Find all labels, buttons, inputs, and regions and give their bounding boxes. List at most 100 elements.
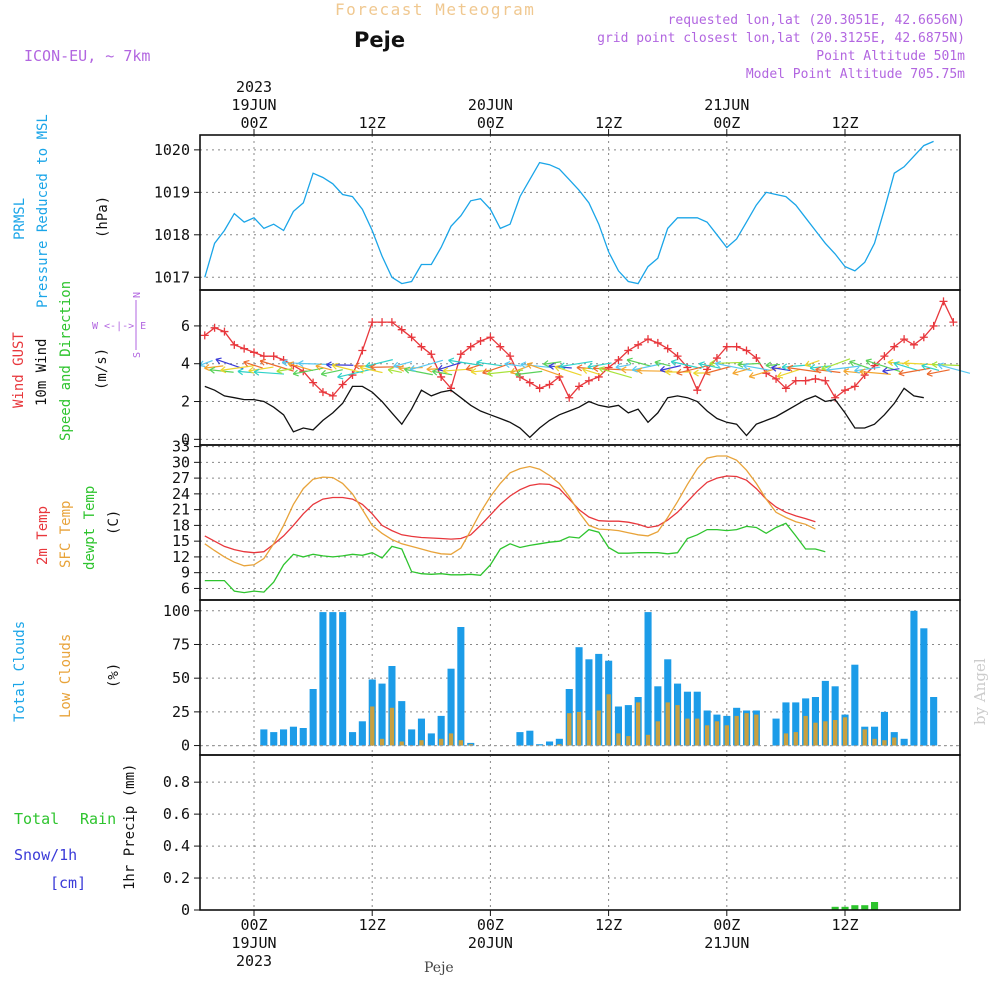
wind-arrow-shaft bbox=[671, 360, 702, 370]
wind-arrow bbox=[576, 364, 591, 372]
wind-arrow-shaft bbox=[882, 368, 900, 372]
wind-arrow bbox=[220, 365, 255, 374]
wind-arrow-head bbox=[809, 364, 816, 372]
top-date-label: 20JUN bbox=[468, 96, 513, 114]
wind-arrow-head bbox=[442, 367, 449, 375]
bar-total-clouds bbox=[536, 744, 544, 746]
wind-arrow-head bbox=[854, 366, 861, 374]
panel-labels: PRMSL Pressure Reduced to MSL (hPa) Wind… bbox=[11, 114, 146, 892]
wind-arrow bbox=[615, 363, 631, 370]
wind-arrow-head bbox=[470, 368, 477, 376]
wind-arrow-head bbox=[426, 365, 433, 373]
series-line-10m-wind bbox=[204, 385, 924, 439]
wind-arrow-head bbox=[504, 361, 511, 369]
wind-arrow-head bbox=[297, 360, 304, 368]
gust-marker bbox=[653, 338, 662, 347]
wind-arrow-head bbox=[510, 367, 517, 375]
bar-low-clouds bbox=[734, 715, 739, 746]
gust-marker bbox=[900, 335, 909, 344]
gust-marker bbox=[565, 393, 574, 402]
wind-arrow-head bbox=[243, 360, 250, 367]
bar-low-clouds bbox=[596, 710, 601, 746]
pressure-label: Pressure Reduced to MSL bbox=[35, 114, 51, 308]
bar-low-clouds bbox=[803, 715, 808, 746]
gust-marker bbox=[259, 352, 268, 361]
wind-arrow-head bbox=[937, 362, 944, 370]
wind-arrow-shaft bbox=[554, 366, 582, 376]
bar-low-clouds bbox=[419, 740, 424, 746]
wind-arrow-shaft bbox=[737, 362, 761, 366]
bar-low-clouds bbox=[813, 722, 818, 746]
wind-arrow-shaft bbox=[654, 361, 671, 367]
wind-arrow-head bbox=[393, 361, 400, 369]
bar-low-clouds bbox=[892, 737, 897, 746]
gust-marker bbox=[230, 340, 239, 349]
wind-arrow-shaft bbox=[520, 363, 553, 369]
bar-rain bbox=[851, 905, 859, 910]
wind-arrow bbox=[476, 359, 503, 367]
wind-arrow-head bbox=[670, 359, 677, 366]
gust-marker bbox=[368, 318, 377, 327]
gust-marker bbox=[496, 342, 505, 351]
y-tick-label: 0.8 bbox=[163, 773, 190, 791]
bar-total-clouds bbox=[644, 612, 652, 746]
wind-arrow-shaft bbox=[448, 359, 484, 367]
wind-arrow-shaft bbox=[765, 363, 780, 367]
gust-marker bbox=[762, 369, 771, 378]
bar-total-clouds bbox=[408, 729, 416, 746]
gust-marker bbox=[939, 297, 948, 306]
series-line-sfc-temp bbox=[204, 455, 816, 567]
top-date-label: 21JUN bbox=[704, 96, 749, 114]
top-hour-label: 12Z bbox=[831, 114, 858, 132]
y-tick-label: 0.4 bbox=[163, 837, 190, 855]
y-tick-label: 0 bbox=[181, 901, 190, 919]
wind-arrow-shaft bbox=[859, 371, 891, 375]
wind-arrow bbox=[670, 359, 702, 370]
wind-arrow-shaft bbox=[932, 363, 961, 367]
y-tick-label: 2 bbox=[181, 393, 190, 411]
gust-marker bbox=[535, 384, 544, 393]
wind-arrow-shaft bbox=[388, 368, 402, 374]
bar-total-clouds bbox=[270, 732, 278, 746]
wind-arrow-head bbox=[220, 366, 227, 374]
gust-marker bbox=[811, 374, 820, 383]
panel-wind: 0 2 4 6 bbox=[181, 289, 971, 448]
wind-arrow-shaft bbox=[821, 358, 851, 370]
wind-arrow-head bbox=[320, 369, 327, 377]
y-tick-label: 33 bbox=[172, 438, 190, 456]
bar-low-clouds bbox=[685, 718, 690, 746]
wind-arrow bbox=[276, 367, 293, 375]
bar-rain bbox=[871, 902, 879, 910]
gust-marker bbox=[318, 388, 327, 397]
wind-arrow bbox=[370, 363, 404, 371]
gust-marker bbox=[772, 374, 781, 383]
precip-snow-unit-label: [cm] bbox=[50, 874, 86, 892]
wind-arrow-shaft bbox=[287, 362, 314, 372]
y-tick-label: 15 bbox=[172, 532, 190, 550]
wind-arrow-shaft bbox=[404, 368, 433, 376]
wind-arrow-head bbox=[859, 368, 866, 376]
top-hour-label: 12Z bbox=[595, 114, 622, 132]
wind-arrow-head bbox=[248, 366, 255, 374]
gust-marker bbox=[880, 352, 889, 361]
wind-arrow-head bbox=[926, 369, 933, 377]
wind-arrow bbox=[737, 360, 761, 368]
gust-marker bbox=[841, 386, 849, 395]
wind-arrow bbox=[787, 364, 822, 373]
wind-arrow bbox=[237, 368, 253, 376]
bar-total-clouds bbox=[546, 741, 554, 746]
wind-arrow bbox=[631, 363, 662, 373]
wind-arrow-head bbox=[882, 367, 889, 375]
wind-arrow-head bbox=[626, 357, 633, 365]
gust-marker bbox=[722, 342, 731, 351]
bottom-hour-label: 12Z bbox=[595, 916, 622, 934]
precip-unit-label: 1hr Precip (mm) bbox=[122, 764, 138, 890]
gust-marker bbox=[545, 380, 554, 389]
bar-low-clouds bbox=[842, 717, 848, 746]
wind-arrow-head bbox=[921, 363, 928, 371]
wind-arrow-head bbox=[209, 366, 216, 374]
gust-marker bbox=[407, 333, 416, 342]
wind-arrow-shaft bbox=[476, 361, 503, 367]
wind-arrow-head bbox=[292, 369, 299, 377]
